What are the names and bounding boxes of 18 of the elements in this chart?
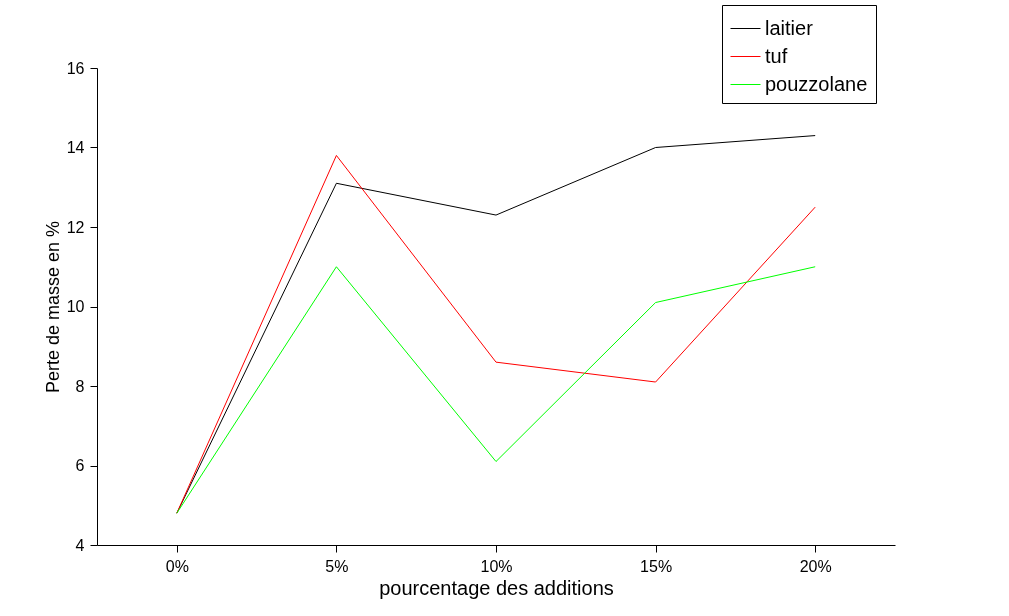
legend-label: pouzzolane — [765, 72, 868, 95]
x-tick-label: 15% — [640, 557, 673, 575]
legend-label: tuf — [765, 44, 788, 67]
x-axis-title: pourcentage des additions — [379, 576, 614, 599]
y-tick-label: 14 — [66, 139, 85, 156]
y-tick-label: 12 — [66, 218, 85, 236]
y-tick-label: 8 — [75, 377, 85, 395]
x-tick-label: 20% — [799, 557, 832, 575]
line-series — [176, 266, 816, 514]
x-tick-label: 0% — [165, 557, 189, 575]
y-axis-title: Perte de masse en % — [42, 220, 63, 394]
y-tick-label: 16 — [66, 59, 85, 77]
x-tick-label: 5% — [325, 557, 349, 575]
legend-label: laitier — [765, 16, 814, 39]
y-tick-label: 10 — [66, 298, 85, 315]
x-tick-label: 10% — [480, 557, 513, 575]
y-tick-label: 4 — [75, 536, 85, 554]
y-tick-label: 6 — [75, 457, 85, 474]
